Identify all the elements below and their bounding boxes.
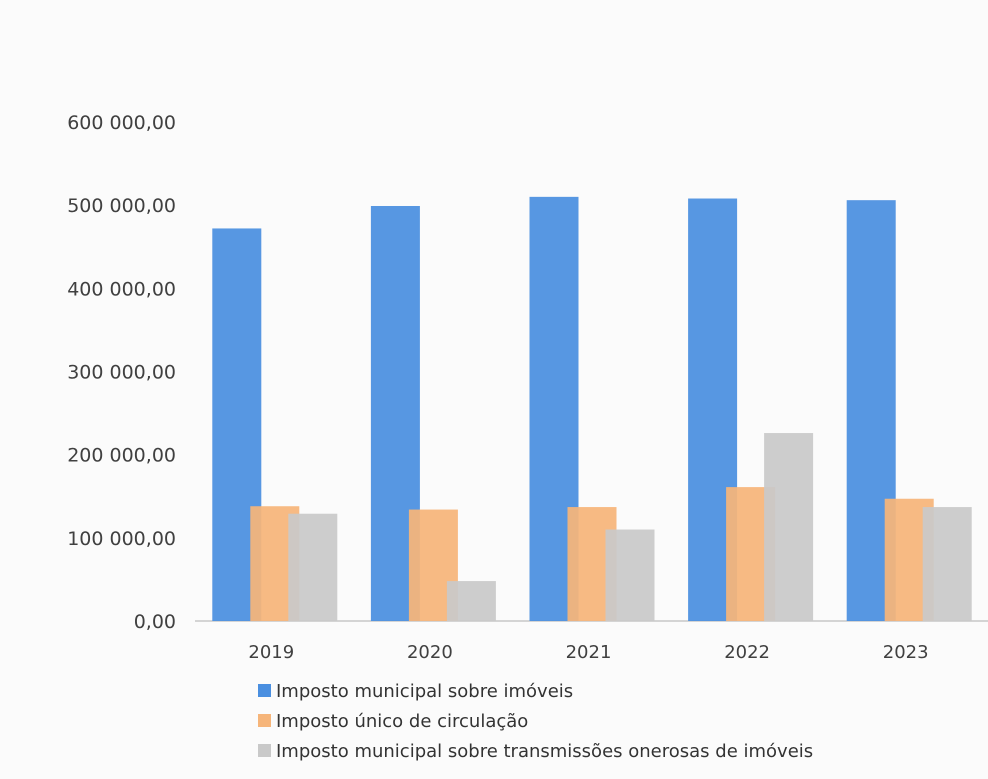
legend-label: Imposto municipal sobre imóveis bbox=[276, 681, 573, 702]
bars bbox=[212, 196, 972, 621]
legend-swatch bbox=[258, 714, 271, 727]
legend: Imposto municipal sobre imóveis Imposto ú… bbox=[258, 681, 813, 762]
bar-2019-series-3 bbox=[288, 513, 338, 621]
y-tick-label: 300 000,00 bbox=[67, 362, 176, 384]
x-tick-label: 2019 bbox=[248, 642, 294, 663]
bar-2020-series-3 bbox=[446, 581, 496, 621]
x-tick-label: 2022 bbox=[724, 642, 770, 663]
legend-label: Imposto municipal sobre transmissões one… bbox=[276, 741, 813, 762]
legend-swatch bbox=[258, 744, 271, 757]
y-tick-label: 100 000,00 bbox=[67, 528, 176, 550]
y-tick-label: 600 000,00 bbox=[67, 112, 176, 134]
legend-label: Imposto único de circulação bbox=[276, 711, 528, 732]
y-tick-label: 0,00 bbox=[134, 611, 176, 633]
x-tick-label: 2020 bbox=[407, 642, 453, 663]
y-axis-labels: 0,00 100 000,00 200 000,00 300 000,00 400 00… bbox=[67, 112, 176, 633]
bar-2022-series-3 bbox=[764, 433, 814, 621]
y-tick-label: 400 000,00 bbox=[67, 278, 176, 300]
x-tick-label: 2023 bbox=[883, 642, 929, 663]
y-tick-label: 500 000,00 bbox=[67, 195, 176, 217]
x-axis-labels: 2019 2020 2021 2022 2023 bbox=[248, 642, 928, 663]
bar-2023-series-3 bbox=[922, 507, 972, 621]
y-tick-label: 200 000,00 bbox=[67, 445, 176, 467]
bar-2021-series-3 bbox=[605, 529, 655, 621]
x-tick-label: 2021 bbox=[566, 642, 612, 663]
legend-swatch bbox=[258, 684, 271, 697]
